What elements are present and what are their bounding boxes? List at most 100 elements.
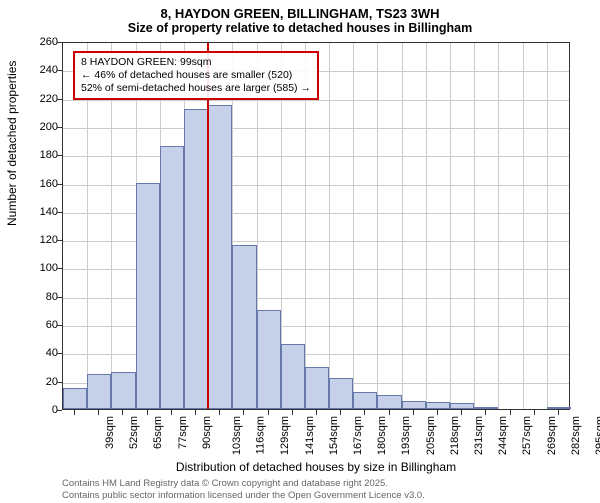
chart-title: 8, HAYDON GREEN, BILLINGHAM, TS23 3WH xyxy=(0,0,600,21)
y-tick-mark xyxy=(57,70,62,71)
attribution-line: Contains HM Land Registry data © Crown c… xyxy=(62,478,425,490)
annotation-box: 8 HAYDON GREEN: 99sqm← 46% of detached h… xyxy=(73,51,319,100)
x-tick-label: 257sqm xyxy=(521,416,533,455)
y-tick-mark xyxy=(57,127,62,128)
histogram-bar xyxy=(329,378,353,409)
x-tick-mark xyxy=(437,410,438,415)
y-tick-label: 260 xyxy=(28,36,58,48)
x-tick-label: 205sqm xyxy=(425,416,437,455)
y-tick-label: 40 xyxy=(28,347,58,359)
x-tick-label: 282sqm xyxy=(570,416,582,455)
x-tick-mark xyxy=(534,410,535,415)
histogram-bar xyxy=(281,344,305,409)
histogram-bar xyxy=(377,395,401,409)
x-tick-label: 129sqm xyxy=(280,416,292,455)
chart-container: 8, HAYDON GREEN, BILLINGHAM, TS23 3WH Si… xyxy=(0,0,600,500)
histogram-bar xyxy=(208,105,232,409)
y-tick-label: 100 xyxy=(28,262,58,274)
x-tick-label: 141sqm xyxy=(304,416,316,455)
y-tick-mark xyxy=(57,212,62,213)
y-tick-label: 60 xyxy=(28,319,58,331)
x-tick-mark xyxy=(364,410,365,415)
grid-line-v xyxy=(377,43,378,409)
y-tick-mark xyxy=(57,99,62,100)
x-tick-label: 193sqm xyxy=(401,416,413,455)
x-tick-mark xyxy=(510,410,511,415)
attribution-line: Contains public sector information licen… xyxy=(62,490,425,502)
y-tick-mark xyxy=(57,268,62,269)
x-tick-mark xyxy=(485,410,486,415)
x-tick-mark xyxy=(98,410,99,415)
x-tick-label: 52sqm xyxy=(128,416,140,449)
histogram-bar xyxy=(63,388,87,409)
x-tick-label: 116sqm xyxy=(255,416,267,454)
histogram-bar xyxy=(87,374,111,409)
histogram-bar xyxy=(257,310,281,409)
y-tick-label: 220 xyxy=(28,93,58,105)
annotation-line: ← 46% of detached houses are smaller (52… xyxy=(81,69,311,82)
y-tick-label: 140 xyxy=(28,206,58,218)
x-tick-mark xyxy=(340,410,341,415)
y-tick-mark xyxy=(57,155,62,156)
histogram-bar xyxy=(111,372,135,409)
y-tick-mark xyxy=(57,410,62,411)
histogram-bar xyxy=(136,183,160,409)
x-tick-mark xyxy=(389,410,390,415)
grid-line-v xyxy=(523,43,524,409)
grid-line-h xyxy=(63,156,569,157)
x-tick-label: 295sqm xyxy=(594,416,600,455)
x-tick-mark xyxy=(292,410,293,415)
x-tick-mark xyxy=(74,410,75,415)
x-tick-mark xyxy=(171,410,172,415)
y-tick-mark xyxy=(57,240,62,241)
y-tick-label: 240 xyxy=(28,64,58,76)
x-tick-mark xyxy=(558,410,559,415)
x-tick-label: 231sqm xyxy=(473,416,485,455)
grid-line-v xyxy=(547,43,548,409)
x-tick-mark xyxy=(243,410,244,415)
plot-area: 8 HAYDON GREEN: 99sqm← 46% of detached h… xyxy=(62,42,570,410)
x-tick-mark xyxy=(147,410,148,415)
x-tick-mark xyxy=(268,410,269,415)
y-tick-mark xyxy=(57,325,62,326)
grid-line-v xyxy=(426,43,427,409)
grid-line-v xyxy=(498,43,499,409)
y-tick-label: 200 xyxy=(28,121,58,133)
y-tick-mark xyxy=(57,353,62,354)
x-tick-label: 77sqm xyxy=(177,416,189,449)
y-tick-mark xyxy=(57,184,62,185)
x-tick-label: 244sqm xyxy=(497,416,509,455)
y-tick-label: 120 xyxy=(28,234,58,246)
grid-line-h xyxy=(63,128,569,129)
histogram-bar xyxy=(547,407,571,409)
x-tick-mark xyxy=(316,410,317,415)
x-tick-mark xyxy=(122,410,123,415)
x-tick-mark xyxy=(195,410,196,415)
histogram-bar xyxy=(402,401,426,409)
x-axis-label: Distribution of detached houses by size … xyxy=(62,460,570,474)
x-tick-label: 90sqm xyxy=(201,416,213,449)
annotation-line: 8 HAYDON GREEN: 99sqm xyxy=(81,56,311,69)
histogram-bar xyxy=(474,407,498,409)
x-tick-label: 65sqm xyxy=(153,416,165,449)
y-tick-label: 180 xyxy=(28,149,58,161)
y-axis-label: Number of detached properties xyxy=(5,61,19,226)
chart-subtitle: Size of property relative to detached ho… xyxy=(0,21,600,39)
grid-line-v xyxy=(450,43,451,409)
x-tick-mark xyxy=(461,410,462,415)
x-tick-label: 39sqm xyxy=(104,416,116,449)
grid-line-v xyxy=(474,43,475,409)
x-tick-label: 218sqm xyxy=(449,416,461,455)
x-tick-mark xyxy=(413,410,414,415)
x-tick-label: 167sqm xyxy=(352,416,364,455)
histogram-bar xyxy=(450,403,474,409)
histogram-bar xyxy=(160,146,184,409)
x-tick-mark xyxy=(219,410,220,415)
y-tick-label: 80 xyxy=(28,291,58,303)
y-tick-label: 0 xyxy=(28,404,58,416)
attribution-text: Contains HM Land Registry data © Crown c… xyxy=(62,478,425,503)
y-tick-label: 160 xyxy=(28,178,58,190)
x-tick-label: 269sqm xyxy=(546,416,558,455)
x-tick-label: 180sqm xyxy=(376,416,388,455)
x-tick-label: 103sqm xyxy=(231,416,243,455)
